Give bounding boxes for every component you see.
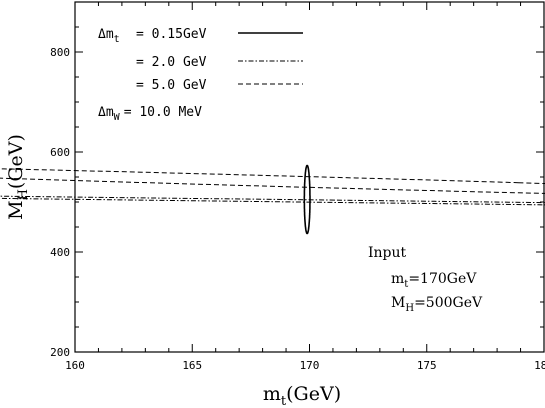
legend-label: = 2.0 GeV <box>136 55 207 70</box>
x-tick-label: 175 <box>417 359 437 372</box>
y-tick-label: 600 <box>50 146 70 159</box>
axis-ticks: 160 165 170 175 180 200 400 600 800 <box>50 1 545 372</box>
x-tick-label: 160 <box>65 359 85 372</box>
x-tick-label: 180 <box>534 359 545 372</box>
annotation-line: MH=500GeV <box>391 295 483 314</box>
x-tick-label: 170 <box>300 359 320 372</box>
contour-series-1 <box>303 164 311 235</box>
y-axis-title: MH(GeV) <box>5 134 31 220</box>
legend-label: = 0.15GeV <box>136 27 207 42</box>
annotation-title: Input <box>368 245 407 261</box>
y-tick-label: 200 <box>50 346 70 359</box>
input-annotation: Input mt=170GeV MH=500GeV <box>368 245 483 314</box>
legend: Δmt = 0.15GeV = 2.0 GeV = 5.0 GeV ΔmW = 10.0 … <box>98 27 303 123</box>
x-tick-label: 165 <box>182 359 202 372</box>
y-tick-label: 800 <box>50 46 70 59</box>
contour-series-3 <box>0 168 545 194</box>
legend-label: = 5.0 GeV <box>136 78 207 93</box>
y-tick-label: 400 <box>50 246 70 259</box>
contour-series-2 <box>0 195 545 206</box>
legend-extra: ΔmW = 10.0 MeV <box>98 105 202 123</box>
legend-prefix: Δmt <box>98 27 120 45</box>
annotation-line: mt=170GeV <box>391 271 477 290</box>
contour-ellipses <box>0 164 545 235</box>
x-axis-title: mt(GeV) <box>263 383 341 408</box>
